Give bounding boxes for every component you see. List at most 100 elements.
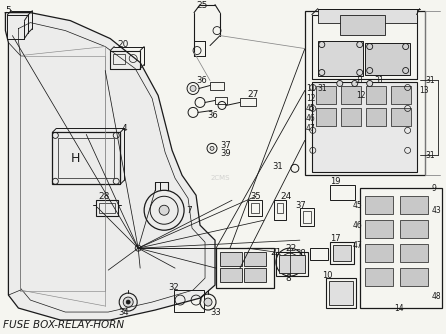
Text: 20: 20 [117,40,128,49]
Text: 46: 46 [306,114,316,123]
Bar [305,11,425,175]
Text: 4: 4 [121,124,127,133]
Text: FUSE BOX-RELAY-HORN: FUSE BOX-RELAY-HORN [4,320,124,330]
Bar [21,55,105,291]
Bar [215,98,227,105]
Text: 33: 33 [210,308,221,317]
Text: 45: 45 [306,104,316,113]
Bar [240,99,256,107]
Bar [251,203,259,213]
Bar [333,245,351,261]
Text: 25: 25 [196,1,207,10]
Bar [329,281,353,305]
Text: 31: 31 [375,76,384,85]
Bar [365,42,409,74]
Bar [318,9,417,23]
Bar [365,268,392,286]
Text: 36: 36 [207,111,218,120]
Text: 32: 32 [168,283,179,292]
Text: 35: 35 [250,192,260,201]
Circle shape [352,80,358,87]
Text: 36: 36 [196,76,207,85]
Text: 47: 47 [306,124,316,133]
Bar [220,268,242,282]
Text: 31: 31 [318,84,327,93]
Bar [316,109,336,126]
Text: 12: 12 [356,91,365,100]
Bar [318,40,363,75]
Text: 24: 24 [280,192,291,201]
Circle shape [123,297,133,307]
Bar [99,203,115,213]
Text: 37: 37 [220,141,231,150]
Text: 13: 13 [420,86,429,95]
Circle shape [367,80,373,87]
Bar [400,268,428,286]
Bar [220,252,242,266]
Bar [244,268,266,282]
Bar [400,244,428,262]
Bar [341,87,361,105]
Text: 48: 48 [432,292,441,301]
Text: 46: 46 [353,221,363,230]
Text: 31: 31 [355,76,364,85]
Bar [366,87,386,105]
Bar [400,196,428,214]
Bar [312,82,417,172]
Text: 8: 8 [285,274,291,283]
Text: H: H [70,152,80,165]
Bar [96,200,118,216]
Bar [330,185,355,200]
Bar [326,278,356,308]
Text: 10: 10 [322,271,332,280]
Text: 14: 14 [395,304,404,313]
Bar [244,252,266,266]
Bar [312,15,417,79]
Bar [276,252,308,276]
Bar [360,188,442,308]
Circle shape [287,259,293,265]
Text: 12: 12 [306,94,315,103]
Bar [277,203,283,213]
Bar [365,244,392,262]
Bar [316,87,336,105]
Text: 27: 27 [247,90,258,99]
Circle shape [210,146,214,150]
Polygon shape [5,13,215,320]
Bar [340,15,385,35]
Text: 2CMS: 2CMS [210,175,230,181]
Text: 21: 21 [270,247,281,257]
Text: 17: 17 [330,234,340,243]
Text: 39: 39 [220,149,231,158]
Text: 45: 45 [353,201,363,210]
Text: 31: 31 [425,151,435,160]
Circle shape [190,86,196,92]
Bar [248,200,262,216]
Text: 31: 31 [272,162,282,171]
Bar [58,138,114,178]
Text: 31: 31 [425,76,435,85]
Text: 43: 43 [432,206,442,215]
Bar [216,248,274,288]
Bar [52,132,120,184]
Bar [391,109,411,126]
Bar [174,290,204,312]
Bar [210,82,224,91]
Bar [391,87,411,105]
Text: 19: 19 [330,177,340,186]
Text: 5: 5 [5,6,11,15]
Text: 7: 7 [186,206,192,215]
Bar [365,220,392,238]
Bar [113,53,125,63]
Text: 47: 47 [353,241,363,250]
Bar [341,109,361,126]
Text: 38: 38 [295,248,306,258]
Circle shape [126,300,130,304]
Text: 37: 37 [295,201,306,210]
Circle shape [159,205,169,215]
Bar [365,196,392,214]
Circle shape [135,245,141,251]
Bar [310,248,328,260]
Text: 34: 34 [118,308,129,317]
Bar [366,109,386,126]
